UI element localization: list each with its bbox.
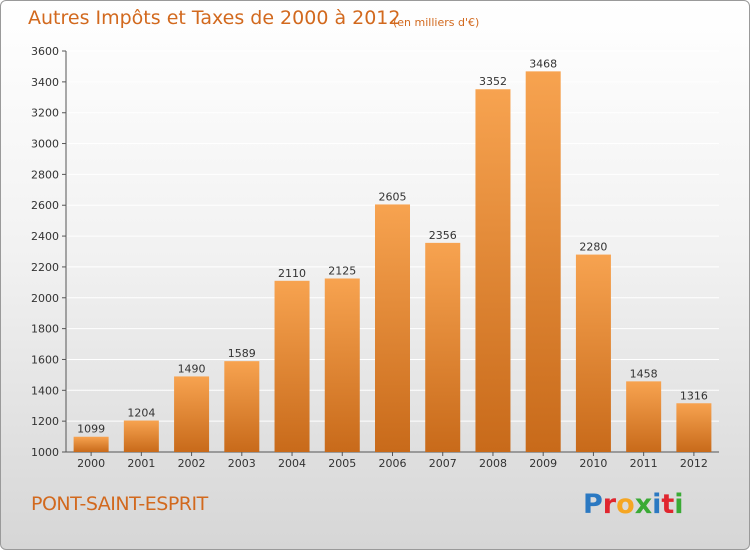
y-tick-label: 3600 <box>31 45 59 58</box>
logo-letter: i <box>674 489 684 520</box>
bar-value-label: 1490 <box>178 362 206 375</box>
bar-value-label: 3468 <box>529 57 557 70</box>
y-tick-label: 1400 <box>31 384 59 397</box>
bar <box>676 403 712 452</box>
logo-letter: P <box>583 489 603 520</box>
y-tick-label: 2800 <box>31 168 59 181</box>
logo-letter: o <box>616 489 635 520</box>
bar <box>575 254 611 452</box>
logo-letter: t <box>661 489 675 520</box>
bar-value-label: 2125 <box>328 264 356 277</box>
bar-value-label: 2356 <box>429 229 457 242</box>
bar-value-label: 1589 <box>228 347 256 360</box>
bar <box>324 278 360 452</box>
y-tick-label: 3200 <box>31 107 59 120</box>
bars <box>73 71 712 452</box>
x-tick-label: 2001 <box>127 457 155 470</box>
bar-value-label: 2280 <box>579 241 607 254</box>
bar-value-label: 1458 <box>630 367 658 380</box>
proxiti-logo[interactable]: Proxiti <box>583 489 684 520</box>
x-tick-label: 2000 <box>77 457 105 470</box>
bar-value-label: 1204 <box>127 407 155 420</box>
bar-value-label: 1099 <box>77 423 105 436</box>
logo-letter: i <box>652 489 662 520</box>
x-tick-label: 2012 <box>680 457 708 470</box>
bar <box>626 381 662 452</box>
chart-unit: (en milliers d'€) <box>393 16 480 29</box>
bar-value-label: 2110 <box>278 267 306 280</box>
bar-value-label: 3352 <box>479 75 507 88</box>
y-tick-label: 3000 <box>31 138 59 151</box>
x-tick-label: 2009 <box>529 457 557 470</box>
y-tick-label: 1600 <box>31 353 59 366</box>
bar <box>174 376 210 452</box>
y-tick-label: 2600 <box>31 199 59 212</box>
x-tick-label: 2008 <box>479 457 507 470</box>
logo-letter: r <box>602 489 617 520</box>
bar <box>375 204 410 452</box>
x-tick-label: 2007 <box>429 457 457 470</box>
bar <box>475 89 511 452</box>
y-tick-label: 1200 <box>31 415 59 428</box>
bar-value-label: 2605 <box>379 190 407 203</box>
y-tick-label: 2000 <box>31 292 59 305</box>
y-tick-label: 1000 <box>31 446 59 459</box>
bar <box>425 242 461 452</box>
x-tick-label: 2011 <box>630 457 658 470</box>
logo-letter: x <box>634 489 653 520</box>
x-tick-label: 2003 <box>228 457 256 470</box>
bar <box>274 280 310 452</box>
bar <box>73 436 109 452</box>
data-labels: 1099 1204 1490 1589 2110 2125 2605 2356 3352 3468… <box>77 57 708 435</box>
city-name: PONT-SAINT-ESPRIT <box>31 493 208 515</box>
y-tick-label: 1800 <box>31 323 59 336</box>
y-tick-label: 3400 <box>31 76 59 89</box>
bar <box>224 361 260 452</box>
x-tick-label: 2010 <box>579 457 607 470</box>
bar-value-label: 1316 <box>680 389 708 402</box>
x-axis: 2000 2001 2002 2003 2004 2005 2006 2007 2008 2009… <box>77 452 708 470</box>
x-tick-label: 2002 <box>178 457 206 470</box>
x-tick-label: 2005 <box>328 457 356 470</box>
bar <box>123 420 159 452</box>
x-tick-label: 2004 <box>278 457 306 470</box>
y-tick-label: 2200 <box>31 261 59 274</box>
y-tick-label: 2400 <box>31 230 59 243</box>
bar <box>525 71 561 452</box>
x-tick-label: 2006 <box>379 457 407 470</box>
chart-title: Autres Impôts et Taxes de 2000 à 2012 <box>28 7 401 29</box>
